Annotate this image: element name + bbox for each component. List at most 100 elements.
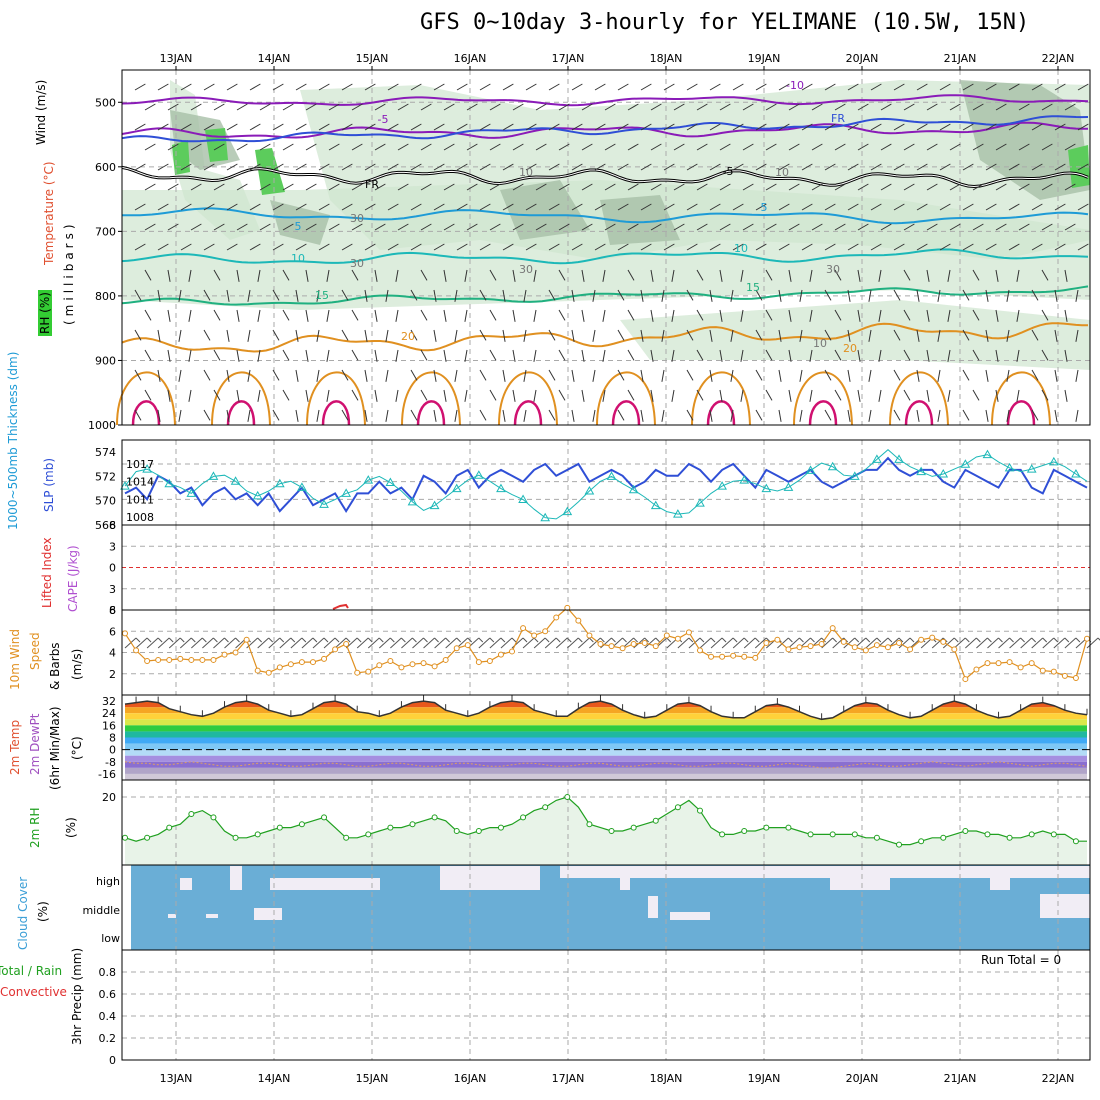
rh2m-marker <box>298 821 305 828</box>
isotherm-label: 10 <box>291 252 305 265</box>
wind-barb <box>502 329 506 342</box>
wind-barb <box>857 223 869 231</box>
thickness-marker <box>938 468 949 478</box>
wind-speed-marker <box>1084 635 1090 642</box>
rh2m-marker <box>343 834 350 841</box>
isotherm-30-loop <box>513 400 543 426</box>
thickness-marker <box>1048 456 1059 466</box>
wind-barb <box>937 289 941 302</box>
wind-barb <box>410 83 422 91</box>
wind-barb <box>272 163 284 171</box>
rh2m-area <box>125 797 1087 865</box>
wind-barb <box>433 243 445 251</box>
pressure-tick-label: 500 <box>95 96 116 109</box>
wind-speed-marker <box>940 638 947 645</box>
wind10m-barb <box>268 637 281 649</box>
wind-barb <box>571 243 583 251</box>
wind-speed-marker <box>929 634 936 641</box>
wind-barb <box>318 163 330 171</box>
wind-barb <box>709 123 721 131</box>
wind-barb <box>395 269 399 282</box>
wind-barb <box>709 329 713 342</box>
slp-tick-label: 1008 <box>126 511 154 524</box>
wind-barb <box>525 163 537 171</box>
wind-barb <box>1031 123 1043 131</box>
wind10m-barb <box>423 637 435 649</box>
wind-barb <box>788 183 800 191</box>
wind10m-barb-flag <box>987 637 992 643</box>
wind10m-barb-flag <box>511 637 517 643</box>
wind-barb <box>157 289 161 302</box>
wind-barb <box>316 369 320 382</box>
wind-speed-marker <box>630 641 637 647</box>
wind-barb <box>443 349 447 362</box>
wind-barb <box>778 289 782 302</box>
wind10m-barb-flag <box>1009 637 1014 643</box>
wind-barb <box>157 329 161 342</box>
wind-barb <box>1041 183 1053 191</box>
wind10m-barb-flag <box>301 637 307 643</box>
temp-band <box>125 725 1087 732</box>
wind-barb <box>341 83 353 91</box>
date-label-top: 20JAN <box>846 52 879 65</box>
isotherm-30-loop <box>706 400 736 426</box>
wind-barb <box>926 103 938 111</box>
wind-barb <box>788 103 800 111</box>
rh2m-marker <box>1028 831 1035 838</box>
wind-barb <box>847 83 859 91</box>
thickness-line <box>124 449 1088 520</box>
temp-band <box>125 767 1087 774</box>
wind-barb <box>341 369 349 381</box>
wind-barb <box>755 369 763 381</box>
wind-barb <box>903 389 911 401</box>
wind10m-barb-flag <box>898 637 904 643</box>
wind-barb <box>686 243 698 251</box>
wind10m-barb-flag <box>213 637 218 643</box>
wind-barb <box>489 223 501 231</box>
wind-barb <box>157 203 169 211</box>
wind-barb <box>640 163 652 171</box>
slp-tick-label: 1011 <box>126 493 154 506</box>
precip-tick-label: 0 <box>109 1054 116 1067</box>
wind-barb <box>847 123 859 131</box>
wind-barb <box>893 243 905 251</box>
wind-barb <box>740 269 744 282</box>
wind-barb <box>972 309 980 321</box>
wind-barb <box>420 389 428 401</box>
wind-barb <box>374 269 378 282</box>
wind-barb <box>962 203 974 211</box>
wind-barb <box>824 243 836 251</box>
wind10m-barb <box>367 637 380 649</box>
pct-label: (%) <box>64 817 78 838</box>
wind-barb <box>558 349 566 361</box>
wind-barb <box>903 183 915 191</box>
wind-barb <box>811 143 823 151</box>
cloud-layer-label: low <box>101 932 120 945</box>
wind-barb <box>134 123 146 131</box>
pressure-tick-label: 700 <box>95 225 116 238</box>
wind-barb <box>592 289 596 302</box>
wind-barb <box>167 269 171 282</box>
wind10m-barb-flag <box>224 637 229 643</box>
wind-barb <box>742 223 754 231</box>
wind-barb <box>318 83 330 91</box>
wind10m-barb-flag <box>622 637 627 643</box>
wind10m-barb-flag <box>655 637 661 643</box>
wind-barb <box>443 223 455 231</box>
wind-barb <box>962 243 974 251</box>
isotherm-30-loop <box>611 400 641 426</box>
wind-speed-marker <box>497 651 504 658</box>
lifted-index-tick-label: 3 <box>109 540 116 553</box>
wind-barb <box>650 103 662 111</box>
wind-speed-marker <box>663 632 670 639</box>
wind-barb <box>188 309 192 322</box>
wind-barb <box>489 309 497 321</box>
wind-barb <box>1064 269 1068 282</box>
wind-speed-marker <box>907 646 914 653</box>
rh2m-marker <box>365 831 372 838</box>
wind-barb <box>903 269 911 281</box>
wind-barb <box>295 409 299 422</box>
wind-barb <box>742 103 754 111</box>
wind-barb <box>548 83 560 91</box>
isotherm-minus10-upper <box>121 94 1089 107</box>
